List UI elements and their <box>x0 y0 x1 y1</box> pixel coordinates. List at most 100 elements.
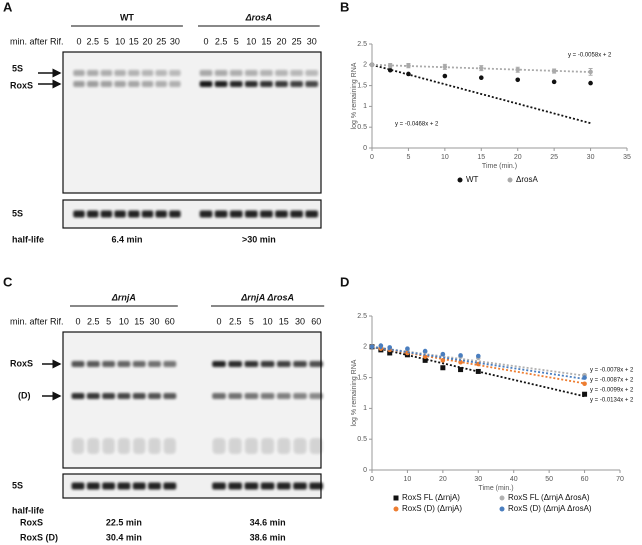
band <box>117 361 131 367</box>
band-label: RoxS <box>10 358 33 368</box>
band <box>260 210 273 218</box>
band <box>100 210 113 218</box>
band <box>155 70 167 76</box>
band <box>114 210 126 218</box>
panel-label: B <box>340 0 349 14</box>
point <box>458 359 463 365</box>
lane-label: 10 <box>263 316 273 326</box>
y-tick-label: 2 <box>363 62 367 69</box>
smear <box>148 438 161 454</box>
lane-header: min. after Rif. <box>10 316 64 326</box>
band <box>117 393 131 399</box>
y-tick-label: 0.5 <box>357 436 367 443</box>
band <box>169 81 181 87</box>
point <box>442 64 448 70</box>
legend-marker <box>457 177 463 183</box>
lane-label: 25 <box>292 36 302 46</box>
smear <box>277 438 291 454</box>
band <box>100 81 113 87</box>
half-life-label: half-life <box>12 234 44 244</box>
point <box>475 368 481 374</box>
lane-label: 2.5 <box>229 316 242 326</box>
y-tick-label: 2.5 <box>357 41 367 48</box>
band <box>117 482 131 490</box>
lane-label: 10 <box>119 316 129 326</box>
band-label: RoxS <box>10 80 33 90</box>
lane-label: 15 <box>279 316 289 326</box>
band <box>260 361 275 367</box>
point <box>387 63 393 68</box>
y-tick-label: 0 <box>363 145 367 152</box>
band <box>199 210 213 218</box>
band <box>290 70 303 76</box>
band <box>229 81 243 87</box>
point <box>475 353 481 359</box>
group-name: ΔrosA <box>245 12 273 22</box>
trend-label: y = -0.0099x + 2 <box>590 388 634 394</box>
lane-label: 30 <box>295 316 305 326</box>
smear <box>102 438 115 454</box>
band <box>276 482 291 490</box>
band <box>293 393 307 399</box>
loading-label: 5S <box>12 208 23 218</box>
legend-label: RoxS (D) (ΔrnjA ΔrosA) <box>508 504 592 513</box>
point <box>422 357 428 363</box>
band <box>275 70 288 76</box>
band <box>148 482 161 490</box>
point <box>387 67 393 73</box>
half-life-value: 30.4 min <box>106 532 142 542</box>
half-life-value: 38.6 min <box>250 532 286 542</box>
band <box>293 361 307 367</box>
trendline <box>371 63 591 125</box>
panel-label: C <box>3 274 13 289</box>
band <box>260 81 273 87</box>
band <box>132 393 146 399</box>
band <box>276 361 291 367</box>
lane-label: 20 <box>142 36 152 46</box>
band <box>244 70 258 76</box>
loading-label: 5S <box>12 480 23 490</box>
x-tick-label: 60 <box>581 476 589 483</box>
point <box>582 391 588 397</box>
band <box>155 81 167 87</box>
legend-marker <box>499 506 505 512</box>
band <box>73 70 85 76</box>
band <box>141 70 154 76</box>
x-tick-label: 10 <box>404 476 412 483</box>
x-tick-label: 30 <box>587 154 595 161</box>
point <box>442 73 448 79</box>
band <box>212 482 226 490</box>
group-name: ΔrnjA <box>111 292 136 302</box>
half-life-row: RoxS <box>20 517 43 527</box>
band <box>114 70 126 76</box>
band <box>244 393 259 399</box>
lane-label: 0 <box>76 36 81 46</box>
band <box>229 210 243 218</box>
point <box>478 65 484 71</box>
trend-label: y = -0.0468x + 2 <box>395 122 439 128</box>
half-life-value: >30 min <box>242 234 276 244</box>
band <box>309 482 324 490</box>
point <box>387 350 393 356</box>
band <box>276 393 291 399</box>
point <box>387 345 393 350</box>
x-tick-label: 70 <box>616 476 624 483</box>
half-life-value: 22.5 min <box>106 517 142 527</box>
point <box>405 346 410 351</box>
smear <box>261 438 275 454</box>
band <box>73 210 85 218</box>
lane-label: 0 <box>203 36 208 46</box>
y-tick-label: 0.5 <box>357 124 367 131</box>
band <box>128 70 140 76</box>
x-tick-label: 35 <box>623 154 631 161</box>
lane-label: 10 <box>115 36 125 46</box>
band <box>132 482 146 490</box>
band <box>275 210 288 218</box>
smear <box>309 438 323 454</box>
band <box>71 361 85 367</box>
band <box>260 393 275 399</box>
y-tick-label: 2.5 <box>357 313 367 320</box>
trend-label: y = -0.0134x + 2 <box>590 398 634 404</box>
band <box>86 361 100 367</box>
lane-label: 2.5 <box>87 316 100 326</box>
